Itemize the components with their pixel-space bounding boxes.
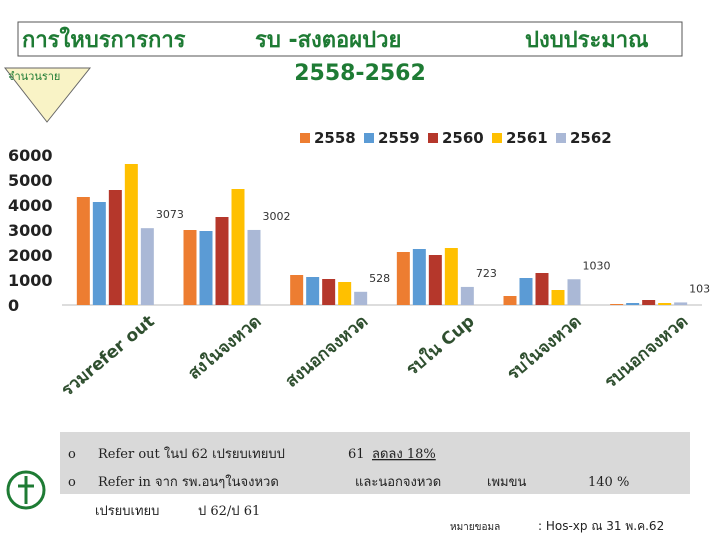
note: 140 % — [588, 475, 629, 490]
title-part: รบ -สงตอผปวย — [255, 28, 401, 53]
bar — [551, 290, 565, 305]
x-tick-label: รวมrefer out — [58, 312, 159, 401]
y-tick-label: 0 — [8, 296, 19, 315]
bar — [428, 255, 442, 305]
y-tick-label: 2000 — [8, 246, 53, 265]
note: Refer out ในป 62 เปรยบเทยบป — [98, 446, 285, 462]
y-tick-label: 5000 — [8, 171, 53, 190]
bar — [108, 190, 122, 305]
value-label: 3002 — [263, 210, 291, 223]
bar — [626, 303, 640, 305]
legend-label: 2562 — [570, 129, 612, 147]
x-tick-label: รบใน Cup — [402, 311, 479, 380]
legend-label: 2560 — [442, 129, 484, 147]
x-tick-label: รบนอกจงหวด — [601, 312, 692, 393]
title-part: 2558-2562 — [294, 61, 426, 86]
title-part: ปงบประมาณ — [525, 28, 649, 53]
note: เพมขน — [487, 475, 526, 490]
bar — [183, 230, 197, 305]
bar — [322, 279, 336, 305]
bar — [610, 304, 624, 305]
legend-swatch — [556, 133, 566, 143]
y-tick-label: 4000 — [8, 196, 53, 215]
y-tick-label: 6000 — [8, 146, 53, 165]
bar — [519, 278, 533, 305]
x-tick-label: รบในจงหวด — [503, 311, 585, 385]
note: 61 — [348, 447, 365, 462]
bar — [396, 252, 410, 305]
legend-label: 2559 — [378, 129, 420, 147]
legend-swatch — [492, 133, 502, 143]
legend-swatch — [428, 133, 438, 143]
title-part: การใหบรการการ — [22, 26, 186, 53]
bar — [460, 286, 474, 305]
bar — [567, 279, 581, 305]
bar — [215, 217, 229, 305]
bar — [92, 202, 106, 305]
value-label: 723 — [476, 267, 497, 280]
source: หมายขอมล — [450, 522, 500, 533]
note-box — [60, 432, 690, 494]
x-tick-label: สงนอกจงหวด — [282, 312, 372, 392]
bar — [199, 231, 213, 305]
note: เปรยบเทยบ — [95, 504, 159, 519]
source: : Hos-xp ณ 31 พ.ค.62 — [538, 519, 664, 533]
bar — [140, 228, 154, 305]
unit-triangle — [3, 67, 92, 123]
bullet: o — [68, 447, 76, 462]
note: และนอกจงหวด — [355, 475, 441, 490]
legend-swatch — [364, 133, 374, 143]
y-tick-label: 3000 — [8, 221, 53, 240]
bar — [290, 275, 304, 305]
bar — [642, 300, 656, 305]
bar — [231, 189, 245, 305]
bar — [124, 164, 138, 305]
y-tick-label: 1000 — [8, 271, 53, 290]
bar — [674, 302, 688, 305]
bar — [412, 249, 426, 305]
legend-label: 2558 — [314, 129, 356, 147]
x-tick-label: สงในจงหวด — [184, 311, 265, 384]
bar — [247, 229, 261, 305]
bar — [658, 303, 672, 305]
bar — [503, 296, 517, 305]
bar — [354, 291, 368, 305]
bullet: o — [68, 475, 76, 490]
unit-label: จำนวนราย — [8, 70, 60, 83]
bar — [306, 277, 320, 305]
value-label: 1030 — [583, 259, 611, 272]
bar — [535, 273, 549, 305]
note: Refer in จาก รพ.อนๆในจงหวด — [98, 474, 279, 490]
value-label: 103 — [689, 282, 710, 295]
value-label: 528 — [369, 272, 390, 285]
bar — [76, 197, 90, 305]
logo — [18, 476, 34, 504]
value-label: 3073 — [156, 208, 184, 221]
title-box — [17, 21, 683, 57]
bar — [444, 248, 458, 305]
bar — [338, 282, 352, 305]
legend-swatch — [300, 133, 310, 143]
legend-label: 2561 — [506, 129, 548, 147]
note: ลดลง 18% — [372, 447, 436, 462]
note: ป 62/ป 61 — [198, 504, 260, 519]
